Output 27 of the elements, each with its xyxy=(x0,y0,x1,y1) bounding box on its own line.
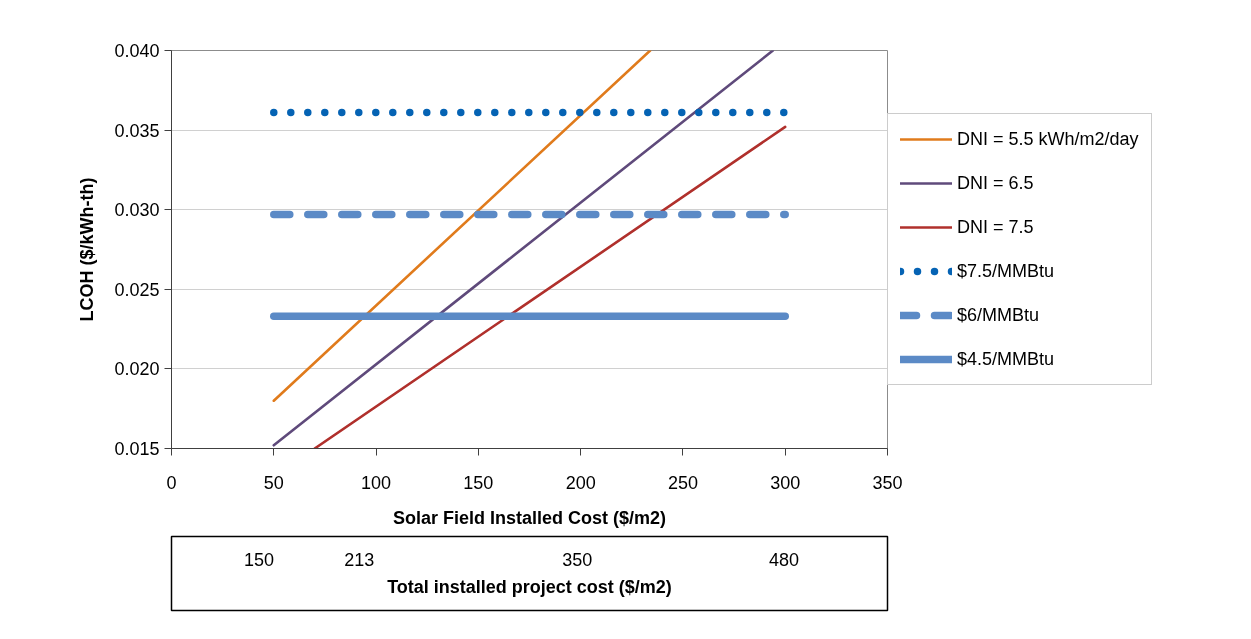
x-tick-label: 350 xyxy=(872,472,903,493)
x-tick-label: 150 xyxy=(463,472,494,493)
y-tick-label: 0.015 xyxy=(114,439,160,459)
y-tick-label: 0.040 xyxy=(114,41,160,61)
x2-tick-label: 480 xyxy=(769,549,800,570)
legend-label: DNI = 6.5 xyxy=(957,171,1034,195)
legend-label: $7.5/MMBtu xyxy=(957,259,1055,283)
x-tick-label: 50 xyxy=(263,472,284,493)
x-tick-label: 250 xyxy=(667,472,698,493)
legend-label: $4.5/MMBtu xyxy=(957,347,1055,371)
legend-label: $6/MMBtu xyxy=(957,303,1040,327)
x2-tick-label: 350 xyxy=(562,549,593,570)
x-tick-label: 0 xyxy=(166,472,177,493)
x2-tick-label: 213 xyxy=(344,549,375,570)
y-tick-label: 0.030 xyxy=(114,200,160,221)
x-tick-label: 100 xyxy=(361,472,392,493)
y-tick-label: 0.020 xyxy=(114,359,160,380)
legend-label: DNI = 5.5 kWh/m2/day xyxy=(957,127,1139,151)
x-tick-label: 200 xyxy=(565,472,596,493)
x2-tick-label: 150 xyxy=(243,549,275,570)
x-tick-label: 300 xyxy=(770,472,801,493)
y-tick-label: 0.035 xyxy=(114,120,160,141)
x-axis-title: Solar Field Installed Cost ($/m2) xyxy=(392,507,667,528)
y-axis-title: LCOH ($/kWh-th) xyxy=(77,177,98,322)
y-tick-label: 0.025 xyxy=(114,279,160,300)
x2-axis-title: Total installed project cost ($/m2) xyxy=(387,576,672,597)
legend-label: DNI = 7.5 xyxy=(957,215,1034,239)
